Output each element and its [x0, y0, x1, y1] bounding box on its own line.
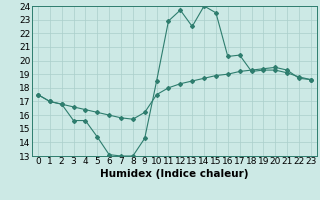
X-axis label: Humidex (Indice chaleur): Humidex (Indice chaleur): [100, 169, 249, 179]
